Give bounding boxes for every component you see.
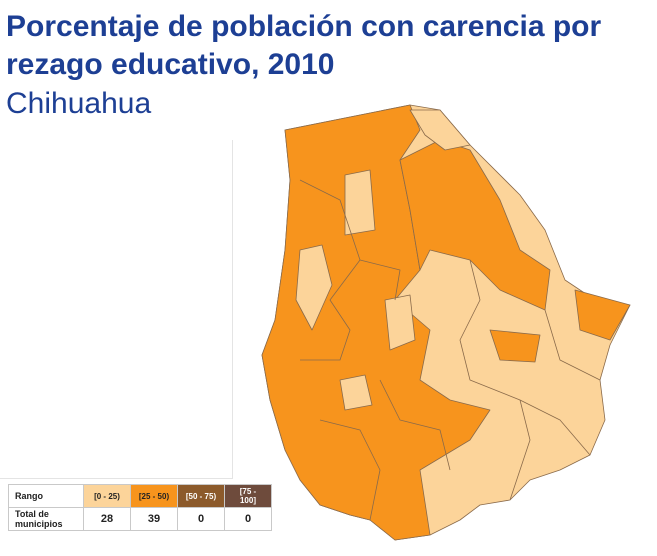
legend-range: [75 - 100] (224, 484, 272, 508)
region (574, 289, 631, 341)
legend-range: [0 - 25) (83, 484, 131, 508)
region (384, 294, 416, 351)
region (489, 329, 541, 363)
border (359, 259, 401, 301)
legend-range: [25 - 50) (130, 484, 178, 508)
legend-row: Rango [0 - 25) [25 - 50) [50 - 75) [75 - 10… (8, 484, 272, 508)
region (339, 374, 373, 411)
map-title: Porcentaje de población con carencia por… (6, 10, 602, 81)
region (409, 109, 471, 151)
legend-range: [50 - 75) (177, 484, 225, 508)
border (459, 259, 591, 456)
legend-row: Total de municipios 28 39 0 0 (8, 507, 272, 531)
legend-count: 0 (177, 507, 225, 531)
legend-table: Rango [0 - 25) [25 - 50) [50 - 75) [75 - 10… (8, 484, 272, 531)
border (299, 179, 361, 361)
legend-count: 0 (224, 507, 272, 531)
map-subtitle: Chihuahua (6, 87, 152, 120)
border (319, 419, 381, 521)
legend-count: 39 (130, 507, 178, 531)
region (344, 169, 376, 236)
legend-header: Total de municipios (8, 507, 84, 531)
border (509, 399, 531, 501)
legend-header: Rango (8, 484, 84, 508)
legend-count: 28 (83, 507, 131, 531)
region (295, 244, 333, 331)
side-panel (0, 140, 233, 479)
border (379, 379, 451, 471)
border (544, 309, 601, 381)
